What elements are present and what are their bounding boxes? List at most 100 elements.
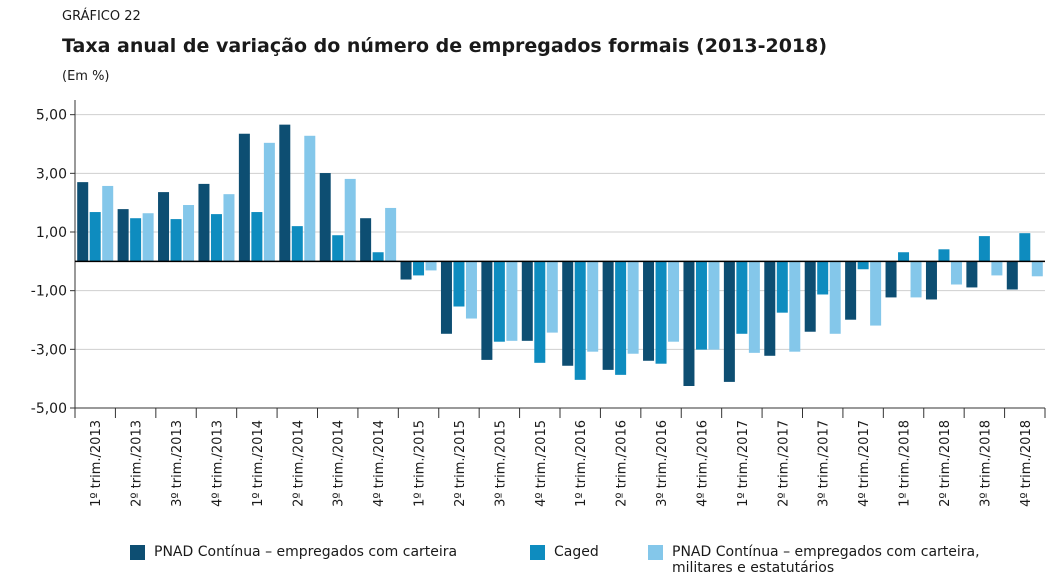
x-tick-label: 1º trim./2018 (898, 420, 913, 507)
bar (1031, 261, 1043, 277)
y-tick-label: -3,00 (31, 342, 67, 358)
legend-item: PNAD Contínua – empregados com carteira,… (648, 544, 1008, 576)
x-tick-label: 3º trim./2015 (493, 420, 508, 507)
x-tick-label: 2º trim./2016 (615, 420, 630, 507)
bar (546, 261, 558, 333)
bar (817, 261, 829, 295)
bar (117, 209, 129, 262)
x-tick-label: 1º trim./2017 (736, 420, 751, 507)
bar (910, 261, 922, 298)
x-tick-label: 4º trim./2013 (210, 420, 225, 507)
bar (493, 261, 505, 342)
bar (789, 261, 801, 352)
x-tick-label: 2º trim./2017 (776, 420, 791, 507)
bar (857, 261, 869, 270)
bar (627, 261, 639, 354)
bar (251, 212, 263, 262)
bar (360, 218, 372, 262)
bar (319, 173, 331, 262)
bar (764, 261, 776, 356)
bar (465, 261, 477, 319)
bar (89, 212, 101, 262)
x-tick-label: 2º trim./2015 (453, 420, 468, 507)
bar (344, 178, 356, 262)
bar (1019, 233, 1031, 262)
legend-text: Caged (554, 544, 599, 560)
x-tick-label: 2º trim./2013 (130, 420, 145, 507)
x-tick-label: 4º trim./2018 (1019, 420, 1034, 507)
x-tick-label: 3º trim./2013 (170, 420, 185, 507)
bar (615, 261, 627, 375)
x-tick-label: 4º trim./2017 (857, 420, 872, 507)
chart-title: Taxa anual de variação do número de empr… (62, 35, 827, 57)
x-tick-label: 4º trim./2016 (695, 420, 710, 507)
bar (683, 261, 695, 386)
bar (332, 235, 344, 262)
bar (425, 261, 437, 271)
x-tick-label: 1º trim./2015 (413, 420, 428, 507)
bar (238, 133, 250, 262)
bar (263, 142, 275, 262)
bar (668, 261, 680, 342)
bar (574, 261, 586, 380)
bar (938, 249, 950, 262)
bar (413, 261, 425, 276)
legend-swatch (648, 545, 663, 560)
bar (506, 261, 518, 341)
bar (991, 261, 1003, 276)
x-tick-label: 3º trim./2017 (817, 420, 832, 507)
bar (77, 182, 89, 262)
y-tick-label: 5,00 (36, 108, 67, 124)
bar (183, 205, 195, 262)
legend-text: PNAD Contínua – empregados com carteira,… (672, 544, 980, 576)
bar (898, 252, 910, 262)
bar (1006, 261, 1018, 290)
x-tick-label: 2º trim./2018 (938, 420, 953, 507)
bar (602, 261, 614, 370)
x-tick-label: 3º trim./2014 (332, 420, 347, 507)
bar (400, 261, 412, 280)
bar (587, 261, 599, 352)
bar (481, 261, 493, 360)
bar (223, 194, 235, 262)
bar (521, 261, 533, 341)
bar (534, 261, 546, 363)
bar (978, 236, 990, 262)
bar (198, 183, 210, 262)
bar (372, 252, 384, 262)
bar (279, 124, 291, 262)
bar (385, 207, 397, 262)
bar (304, 135, 316, 262)
y-tick-label: -5,00 (31, 401, 67, 417)
y-tick-label: 3,00 (36, 166, 67, 182)
legend-text: PNAD Contínua – empregados com carteira (154, 544, 458, 560)
bar (723, 261, 735, 382)
bar (210, 214, 222, 262)
chart-label: GRÁFICO 22 (62, 8, 141, 24)
x-tick-label: 3º trim./2016 (655, 420, 670, 507)
bar (776, 261, 788, 313)
bar (950, 261, 962, 285)
bar (966, 261, 978, 288)
x-tick-label: 1º trim./2016 (574, 420, 589, 507)
bar (829, 261, 841, 334)
bar (655, 261, 667, 364)
bar (695, 261, 707, 350)
y-tick-label: 1,00 (36, 225, 67, 241)
bar (170, 219, 182, 262)
x-tick-label: 3º trim./2018 (978, 420, 993, 507)
y-tick-label: -1,00 (31, 284, 67, 300)
chart-subtitle: (Em %) (62, 69, 110, 84)
bar (158, 192, 170, 262)
legend-item: PNAD Contínua – empregados com carteira (130, 544, 520, 560)
legend-item: Caged (530, 544, 640, 560)
bar (736, 261, 748, 334)
bar (748, 261, 760, 353)
chart: GRÁFICO 22 Taxa anual de variação do núm… (31, 8, 1046, 507)
bar (440, 261, 452, 334)
x-tick-label: 1º trim./2014 (251, 420, 266, 507)
x-tick-label: 1º trim./2013 (89, 420, 104, 507)
bar (453, 261, 465, 307)
legend-swatch (530, 545, 545, 560)
